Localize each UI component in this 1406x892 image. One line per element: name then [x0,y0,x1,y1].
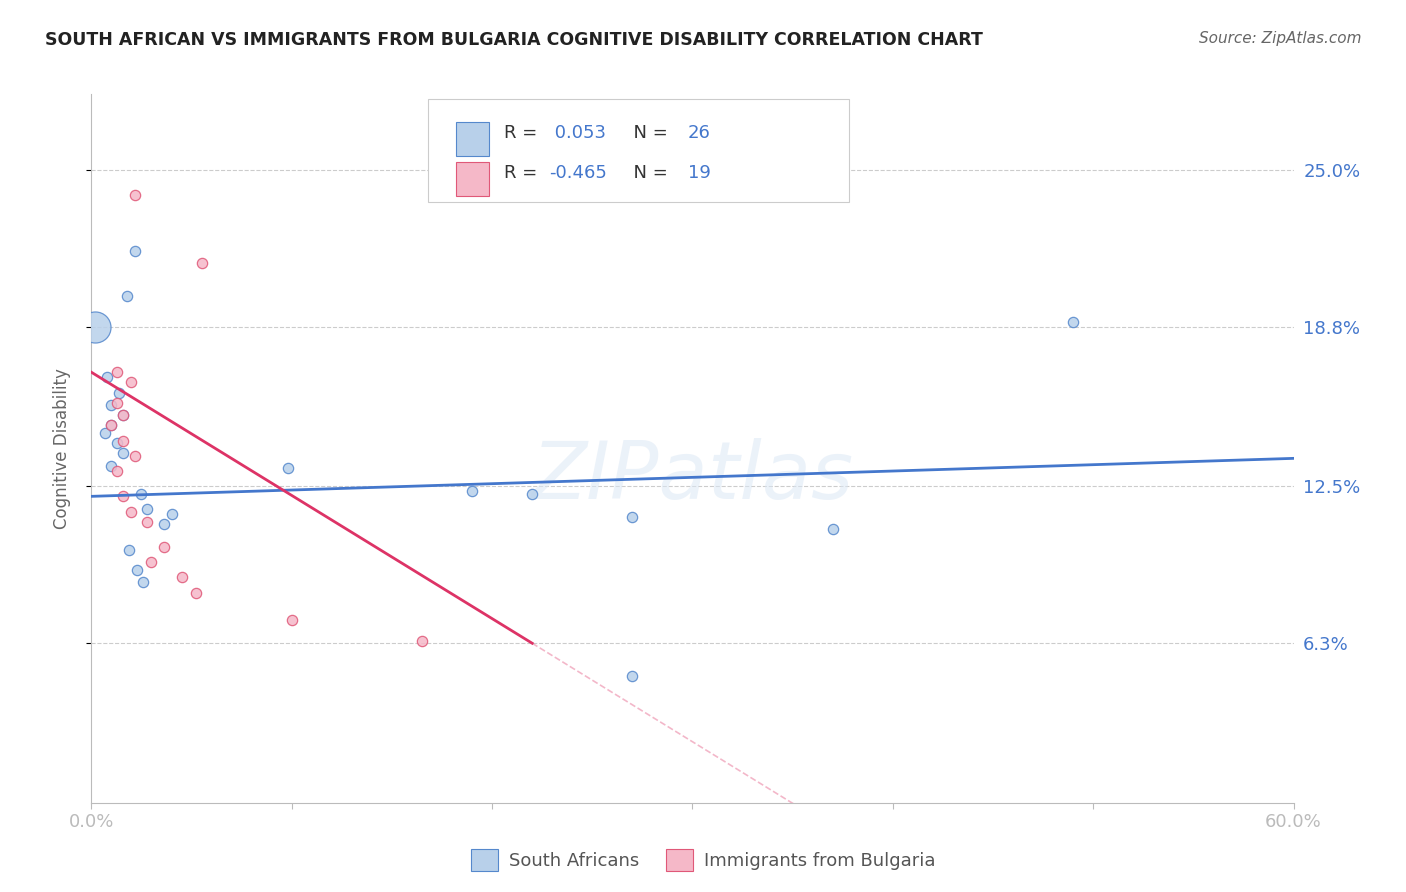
Point [100,398,122,412]
Point [84,319,107,334]
Text: R =: R = [503,164,543,182]
FancyBboxPatch shape [427,99,849,202]
Point [621,509,644,524]
Point [131,487,153,501]
Point [461,484,484,499]
Point [107,365,129,379]
Point [141,555,163,569]
Point [821,522,844,536]
Point [411,633,433,648]
Point [118,542,141,557]
Point [96,370,118,384]
Point [94,425,117,440]
Text: Source: ZipAtlas.com: Source: ZipAtlas.com [1198,31,1361,46]
Text: N =: N = [621,164,673,182]
Point [117,289,139,303]
Point [124,244,146,258]
Point [107,395,129,409]
Point [190,256,212,270]
Point [281,614,304,628]
Y-axis label: Cognitive Disability: Cognitive Disability [52,368,70,529]
Point [136,502,159,516]
Point [621,669,644,683]
Point [170,570,193,584]
Point [522,487,544,501]
Point [127,563,149,577]
Text: 26: 26 [688,124,710,143]
Text: SOUTH AFRICAN VS IMMIGRANTS FROM BULGARIA COGNITIVE DISABILITY CORRELATION CHART: SOUTH AFRICAN VS IMMIGRANTS FROM BULGARI… [45,31,983,49]
Point [1062,315,1084,329]
Point [112,446,135,460]
Point [184,585,207,599]
Point [112,489,135,503]
Legend: South Africans, Immigrants from Bulgaria: South Africans, Immigrants from Bulgaria [464,842,942,879]
Point [100,418,122,433]
Point [108,385,131,400]
Point [152,517,174,532]
Point [112,409,135,423]
Point [121,504,143,518]
Point [107,436,129,450]
Point [121,376,143,390]
Point [277,461,299,475]
Text: 0.053: 0.053 [550,124,606,143]
Text: N =: N = [621,124,673,143]
FancyBboxPatch shape [456,122,489,156]
Point [112,409,135,423]
Point [132,575,155,590]
Point [152,540,174,554]
Point [107,464,129,478]
FancyBboxPatch shape [456,161,489,195]
Text: R =: R = [503,124,543,143]
Point [112,434,135,448]
Point [136,515,159,529]
Text: ZIPatlas: ZIPatlas [531,438,853,516]
Point [124,449,146,463]
Text: -0.465: -0.465 [550,164,607,182]
Point [100,418,122,433]
Point [124,188,146,202]
Text: 19: 19 [688,164,710,182]
Point [160,507,183,521]
Point [100,458,122,473]
